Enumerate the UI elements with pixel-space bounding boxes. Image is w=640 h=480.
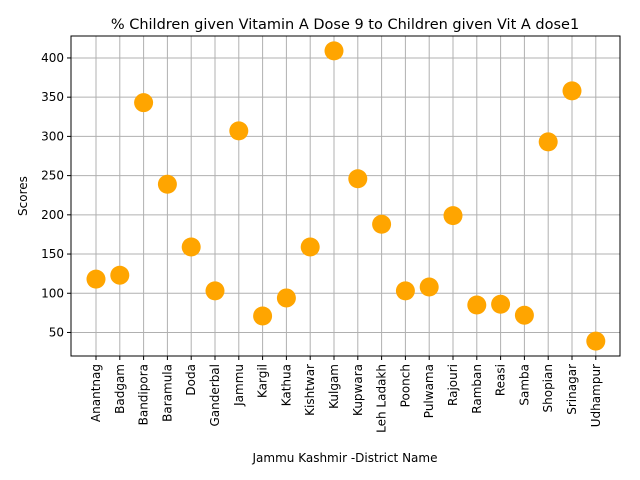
x-tick-label: Srinagar [565,364,579,415]
x-tick-label: Kulgam [327,364,341,409]
data-point [324,41,344,61]
data-point [229,121,249,141]
data-point [491,294,511,314]
y-tick-label: 150 [41,247,64,261]
x-tick-label: Badgam [113,364,127,414]
data-point [181,237,201,257]
plot-frame [70,35,621,357]
y-tick-label: 400 [41,51,64,65]
x-tick-label: Kishtwar [303,364,317,416]
x-axis: Anantnag Badgam Bandipora Baramula Doda Gande… [89,356,603,433]
x-tick-label: Leh Ladakh [375,364,389,433]
y-tick-label: 250 [41,169,64,183]
data-point [372,214,392,234]
data-point [157,174,177,194]
y-tick-label: 350 [41,90,64,104]
chart-title: % Children given Vitamin A Dose 9 to Chi… [111,17,579,33]
y-axis-title: Scores [16,176,30,216]
x-tick-label: Ganderbal [208,364,222,427]
x-tick-label: Pulwama [422,364,436,418]
data-point [443,206,463,226]
data-point [86,269,106,289]
y-tick-label: 100 [41,286,64,300]
data-point [395,281,415,301]
data-point [586,331,606,351]
x-tick-label: Kupwara [351,364,365,416]
data-point [348,169,368,189]
data-point [419,277,439,297]
y-tick-label: 50 [49,325,64,339]
y-tick-label: 200 [41,208,64,222]
x-tick-label: Kargil [256,364,270,398]
data-point [134,93,154,113]
x-tick-label: Jammu [232,364,246,407]
x-tick-label: Doda [184,364,198,396]
x-tick-label: Anantnag [89,364,103,422]
x-tick-label: Bandipora [137,364,151,425]
data-point [514,305,534,325]
data-point [205,281,225,301]
data-point [467,295,487,315]
x-tick-label: Ramban [470,364,484,414]
x-tick-label: Poonch [398,364,412,407]
x-tick-label: Kathua [279,364,293,406]
data-point [110,265,130,285]
x-tick-label: Shopian [541,364,555,412]
data-point [562,81,582,101]
data-point [300,237,320,257]
y-axis: 50 100 150 200 250 300 350 400 [41,51,71,339]
y-tick-label: 300 [41,129,64,143]
grid [71,36,620,356]
data-point [276,288,296,308]
data-points [86,41,606,351]
data-point [253,306,273,326]
x-axis-title: Jammu Kashmir -District Name [252,451,438,465]
x-tick-label: Reasi [494,364,508,396]
x-tick-label: Baramula [160,364,174,422]
x-tick-label: Rajouri [446,364,460,406]
data-point [538,132,558,152]
x-tick-label: Samba [517,364,531,406]
x-tick-label: Udhampur [589,364,603,427]
